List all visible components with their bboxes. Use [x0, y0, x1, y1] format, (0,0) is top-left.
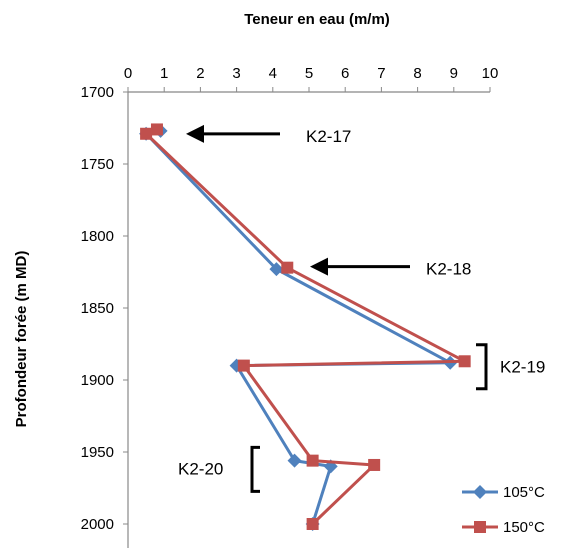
- legend-label: 150°C: [503, 519, 545, 536]
- series-line: [144, 128, 467, 526]
- legend-item-1: 105°C: [462, 484, 545, 501]
- x-tick-label: 9: [450, 65, 458, 82]
- y-tick-label: 1700: [81, 84, 114, 101]
- x-tick-label: 1: [160, 65, 168, 82]
- x-tick-label: 10: [482, 65, 499, 82]
- x-tick-label: 0: [124, 65, 132, 82]
- point-square: [306, 454, 319, 467]
- x-tick-label: 8: [413, 65, 421, 82]
- legend: 105°C 150°C: [462, 484, 545, 536]
- point-square: [458, 355, 471, 368]
- x-tick-label: 5: [305, 65, 313, 82]
- series-2: [140, 123, 471, 530]
- y-tick-label: 1950: [81, 444, 114, 461]
- annotation-label: K2-17: [306, 127, 351, 146]
- bracket: [250, 445, 260, 493]
- axes: 0 1 2 3 4 5 6 7 8 9 10 1700 1750 1800 1850 1900 1950 2000…: [13, 11, 498, 548]
- point-square: [237, 359, 250, 372]
- annotation-label: K2-20: [178, 459, 223, 478]
- annotation-label: K2-18: [426, 260, 471, 279]
- y-tick-label: 1900: [81, 372, 114, 389]
- y-tick-label: 2000: [81, 516, 114, 533]
- arrow-head: [310, 257, 328, 276]
- series-layer: [139, 123, 471, 531]
- point-square: [281, 261, 294, 274]
- legend-label: 105°C: [503, 484, 545, 501]
- point-diamond: [473, 485, 487, 499]
- x-tick-label: 6: [341, 65, 349, 82]
- point-diamond: [287, 453, 302, 468]
- x-tick-label: 4: [269, 65, 277, 82]
- x-axis-title: Teneur en eau (m/m): [244, 11, 390, 28]
- point-square: [474, 521, 486, 533]
- annotation-label: K2-19: [500, 358, 545, 377]
- y-tick-label: 1850: [81, 300, 114, 317]
- x-tick-label: 7: [377, 65, 385, 82]
- annotations: K2-17 K2-18 K2-19 K2-20: [178, 124, 545, 493]
- y-tick-label: 1750: [81, 156, 114, 173]
- y-tick-label: 1800: [81, 228, 114, 245]
- x-tick-label: 2: [196, 65, 204, 82]
- x-tick-label: 3: [232, 65, 240, 82]
- arrow-head: [186, 124, 204, 143]
- y-axis-title: Profondeur forée (m MD): [13, 251, 30, 428]
- point-square: [306, 518, 319, 530]
- point-diamond: [269, 262, 284, 277]
- legend-item-2: 150°C: [462, 519, 545, 536]
- bracket: [476, 343, 488, 391]
- point-square: [150, 123, 163, 136]
- point-square: [140, 127, 153, 140]
- point-square: [368, 458, 381, 471]
